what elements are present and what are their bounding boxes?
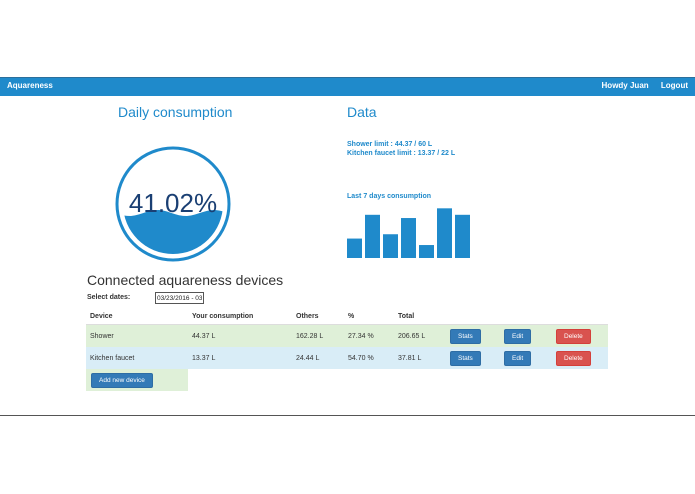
gauge-ring [115, 146, 231, 262]
column-header-device: Device [86, 308, 188, 325]
device-others: 24.44 L [292, 347, 344, 369]
devices-table: Device Your consumption Others % Total S… [86, 308, 608, 369]
add-new-device-button[interactable]: Add new device [91, 373, 153, 388]
edit-button[interactable]: Edit [504, 350, 532, 366]
weekly-chart-title: Last 7 days consumption [347, 193, 432, 200]
daily-consumption-title: Daily consumption [118, 104, 233, 120]
column-header-consumption: Your consumption [188, 308, 292, 325]
device-others: 162.28 L [292, 324, 344, 347]
bar-day-3 [383, 234, 398, 258]
device-percent: 54.70 % [344, 347, 394, 369]
device-total: 37.81 L [394, 347, 446, 369]
data-title: Data [347, 104, 377, 120]
bar-day-5 [419, 245, 434, 258]
bar-day-4 [401, 218, 416, 258]
device-consumption: 44.37 L [188, 324, 292, 347]
column-header-others: Others [292, 308, 344, 325]
delete-button[interactable]: Delete [556, 328, 591, 344]
stats-button[interactable]: Stats [450, 350, 481, 366]
column-header-percent: % [344, 308, 394, 325]
kitchen-faucet-limit-text: Kitchen faucet limit : 13.37 / 22 L [347, 150, 456, 157]
column-header-total: Total [394, 308, 446, 325]
consumption-gauge [115, 146, 231, 262]
device-name: Shower [86, 324, 188, 347]
device-percent: 27.34 % [344, 324, 394, 347]
bar-day-6 [437, 208, 452, 258]
table-row: Kitchen faucet 13.37 L 24.44 L 54.70 % 3… [86, 347, 608, 369]
brand-logo[interactable]: Aquareness [7, 81, 53, 90]
device-name: Kitchen faucet [86, 347, 188, 369]
devices-title: Connected aquareness devices [87, 272, 284, 288]
bar-day-7 [455, 214, 470, 258]
footer-divider [0, 415, 695, 416]
device-total: 206.65 L [394, 324, 446, 347]
stats-button[interactable]: Stats [450, 328, 481, 344]
table-row: Shower 44.37 L 162.28 L 27.34 % 206.65 L… [86, 324, 608, 347]
select-dates-label: Select dates: [87, 294, 131, 301]
delete-button[interactable]: Delete [556, 350, 591, 366]
device-consumption: 13.37 L [188, 347, 292, 369]
add-device-row: Add new device [86, 369, 188, 391]
navbar: Aquareness Howdy Juan Logout [0, 77, 695, 96]
weekly-bar-chart [347, 208, 470, 258]
consumption-percentage: 41.02% [128, 188, 218, 218]
logout-link[interactable]: Logout [660, 81, 688, 90]
date-range-input[interactable] [155, 292, 204, 304]
bar-day-1 [347, 238, 362, 258]
bar-day-2 [365, 214, 380, 258]
table-header-row: Device Your consumption Others % Total [86, 308, 608, 325]
user-greeting: Howdy Juan [601, 81, 649, 90]
edit-button[interactable]: Edit [504, 328, 532, 344]
shower-limit-text: Shower limit : 44.37 / 60 L [347, 141, 433, 148]
navbar-right: Howdy Juan Logout [592, 81, 688, 90]
